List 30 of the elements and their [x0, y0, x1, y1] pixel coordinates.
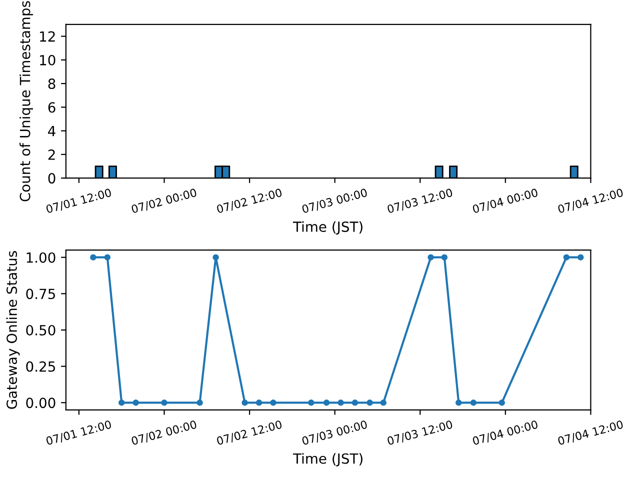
y-tick-label: 0.50 — [26, 324, 56, 336]
y-tick-label: 2 — [48, 149, 55, 160]
y-tick-label: 4 — [48, 126, 56, 136]
y-tick-label: 1.00 — [26, 252, 56, 263]
y-tick-label: 8 — [48, 78, 56, 90]
x-axis-title: Time (JST) — [292, 453, 362, 466]
x-tick-label: 07/02 12:00 — [216, 420, 283, 446]
x-tick-label: 07/04 12:00 — [557, 188, 624, 214]
x-tick-label: 07/04 00:00 — [472, 420, 538, 446]
x-tick-label: 07/03 00:00 — [302, 188, 368, 214]
x-tick-label: 07/03 12:00 — [386, 420, 454, 446]
y-tick-label: 0.25 — [26, 361, 55, 372]
x-tick-label: 07/02 12:00 — [216, 188, 283, 214]
x-tick-label: 07/03 12:00 — [386, 188, 454, 214]
x-tick-label: 07/01 12:00 — [46, 420, 112, 446]
x-tick-label: 07/02 00:00 — [130, 420, 198, 446]
y-tick-label: 10 — [40, 54, 56, 66]
y-axis-title: Count of Unique Timestamps — [20, 1, 33, 202]
y-tick-label: 6 — [48, 102, 56, 113]
y-tick-label: 0 — [48, 173, 56, 184]
x-tick-label: 07/04 00:00 — [472, 188, 538, 214]
y-tick-label: 0.75 — [26, 288, 55, 300]
y-axis-title: Gateway Online Status — [6, 251, 20, 409]
y-tick-label: 12 — [40, 31, 55, 42]
x-tick-label: 07/01 12:00 — [46, 188, 112, 214]
x-tick-label: 07/04 12:00 — [557, 420, 624, 446]
y-tick-label: 0.00 — [26, 398, 56, 408]
x-tick-label: 07/02 00:00 — [130, 188, 198, 214]
x-tick-label: 07/03 00:00 — [302, 420, 368, 446]
x-axis-title: Time (JST) — [292, 221, 362, 235]
